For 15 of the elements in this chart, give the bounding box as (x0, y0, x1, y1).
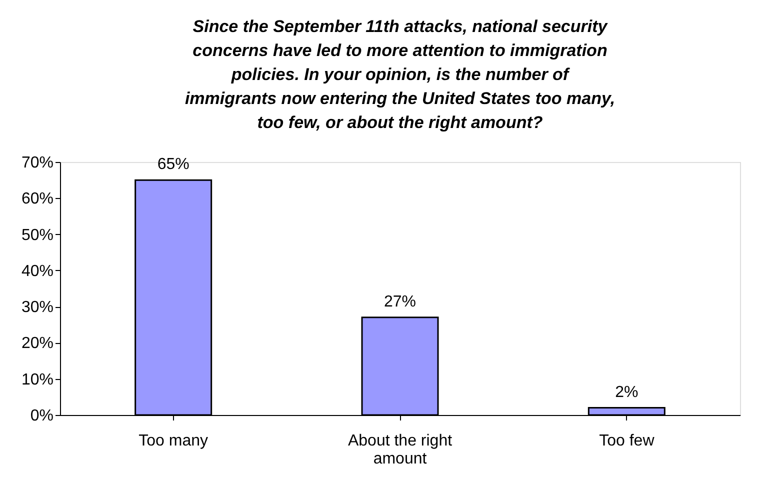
chart-title: Since the September 11th attacks, national security concerns have led to more attention to immigration policies. In your opinion, is the number of immigrants now entering the United States too many, too few, or about the right amount? (184, 17, 616, 132)
y-tick-label: 70% (21, 154, 54, 172)
y-tick-label: 0% (30, 408, 54, 424)
y-tick-label: 40% (21, 262, 54, 280)
data-label: 2% (615, 384, 638, 401)
x-tick-label: About the right amount (348, 432, 453, 468)
x-tick-label: Too many (138, 432, 208, 450)
data-label: 27% (384, 293, 416, 310)
y-tick-label: 60% (21, 190, 54, 208)
y-tick-label: 30% (21, 299, 54, 316)
y-tick-label: 20% (21, 335, 54, 352)
x-tick-label: Too few (599, 432, 655, 450)
y-tick-label: 50% (21, 226, 54, 244)
data-label: 65% (157, 156, 190, 174)
y-tick-label: 10% (21, 371, 54, 388)
